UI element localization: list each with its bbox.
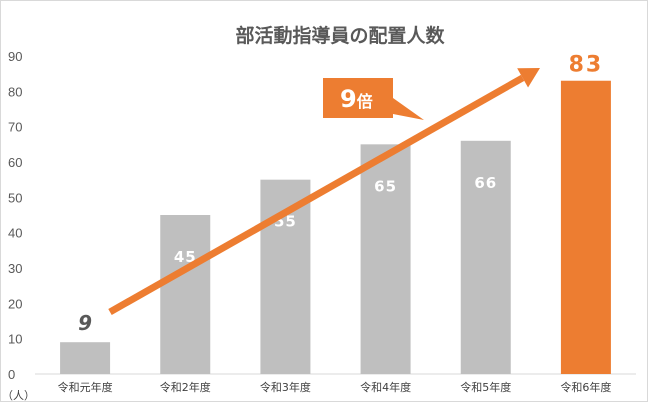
growth-callout-box — [323, 78, 424, 120]
x-category-label: 令和2年度 — [160, 380, 211, 394]
data-label: 83 — [569, 53, 604, 78]
y-tick-label: 30 — [8, 261, 22, 276]
chart-title: 部活動指導員の配置人数 — [235, 24, 445, 47]
x-category-label: 令和6年度 — [560, 380, 611, 394]
bar-1 — [60, 342, 111, 374]
y-tick-label: 90 — [8, 49, 22, 64]
y-tick-label: 40 — [8, 226, 22, 241]
growth-arrow-shaft — [108, 74, 525, 316]
bar-4 — [360, 144, 411, 374]
x-category-label: 令和4年度 — [360, 380, 411, 394]
y-tick-label: 80 — [8, 84, 22, 99]
bar-6 — [560, 80, 611, 374]
y-tick-label: 10 — [8, 332, 22, 347]
data-label: 65 — [374, 177, 397, 195]
x-category-label: 令和3年度 — [260, 380, 311, 394]
y-tick-label: 60 — [8, 155, 22, 170]
growth-callout-text: 9倍 — [340, 85, 373, 113]
data-label: 9 — [78, 311, 92, 335]
y-unit-label: （人） — [2, 389, 35, 402]
y-tick-label: 70 — [8, 120, 22, 135]
y-tick-label: 20 — [8, 296, 22, 311]
data-label: 66 — [474, 174, 497, 192]
x-category-label: 令和元年度 — [58, 380, 113, 394]
bar-5 — [460, 140, 511, 374]
x-category-label: 令和5年度 — [460, 380, 511, 394]
growth-arrow-head — [517, 68, 540, 88]
bar-2 — [160, 215, 211, 374]
y-tick-label: 50 — [8, 190, 22, 205]
data-label: 45 — [174, 248, 197, 266]
y-tick-label: 0 — [8, 367, 15, 382]
